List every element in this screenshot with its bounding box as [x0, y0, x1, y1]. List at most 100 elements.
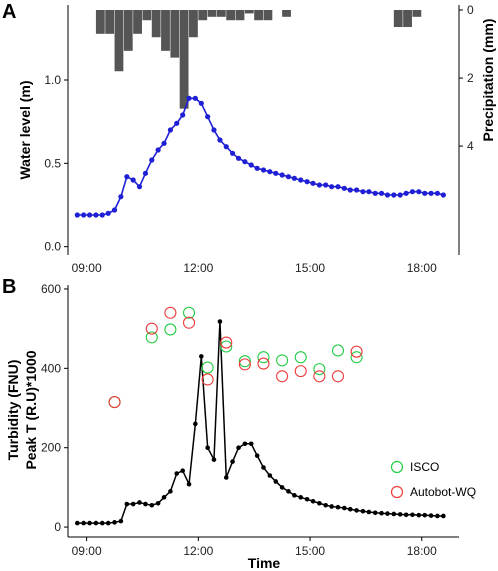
turbidity-point	[310, 498, 316, 504]
water-level-point	[273, 170, 279, 176]
water-level-point	[99, 212, 105, 218]
isco-point	[350, 351, 363, 364]
water-level-point	[86, 212, 93, 218]
x-tick-label: 09:00	[72, 261, 102, 275]
turbidity-series	[75, 319, 446, 526]
turbidity-point	[143, 501, 148, 507]
water-level-point	[118, 194, 124, 200]
turbidity-point	[279, 485, 285, 490]
water-level-point	[279, 172, 285, 178]
turbidity-point	[422, 512, 428, 518]
water-level-point	[323, 182, 329, 188]
turbidity-point	[292, 493, 297, 498]
water-level-series	[74, 95, 446, 218]
autobot-point	[201, 373, 214, 386]
x-tick-label: 12:00	[183, 261, 213, 275]
legend-marker	[390, 485, 404, 499]
turbidity-point	[335, 504, 341, 510]
x-tick-label: 18:00	[407, 544, 437, 558]
turbidity-point	[87, 520, 92, 526]
water-level-point	[167, 127, 174, 133]
precip-bar	[95, 10, 105, 34]
precip-bar	[161, 10, 170, 51]
water-level-point	[397, 192, 403, 198]
water-level-point	[111, 207, 118, 213]
legend-label: Autobot-WQ	[410, 485, 476, 499]
y-tick-label: 200	[41, 441, 61, 455]
isco-point	[294, 351, 307, 364]
precip-bar	[170, 10, 180, 58]
turbidity-point	[105, 520, 111, 526]
turbidity-point	[118, 518, 124, 524]
panel-b-y-axis-title: Turbidity (FNU)	[5, 360, 21, 461]
water-level-point	[155, 147, 161, 153]
water-level-point	[161, 140, 167, 146]
water-level-point	[205, 114, 211, 120]
water-level-point	[440, 192, 446, 198]
water-level-point	[372, 190, 378, 196]
isco-point	[201, 361, 214, 374]
isco-point	[313, 363, 326, 376]
turbidity-point	[410, 512, 415, 518]
x-tick-label: 12:00	[183, 544, 213, 558]
turbidity-point	[230, 459, 235, 464]
turbidity-point	[366, 509, 372, 515]
precip-bar	[412, 10, 422, 17]
turbidity-point	[112, 520, 117, 525]
water-level-point	[267, 169, 273, 175]
water-level-point	[93, 212, 99, 218]
autobot-point	[276, 370, 289, 383]
turbidity-point	[186, 481, 192, 487]
turbidity-point	[242, 441, 248, 447]
turbidity-point	[428, 513, 434, 518]
turbidity-point	[205, 445, 210, 451]
y2-tick-label: 0	[467, 3, 474, 17]
turbidity-point	[254, 453, 260, 458]
panel-a-chart: 0.0 0.5 1.0 0 2 4 09:00 12:00 15:00 18:00 Water…	[17, 3, 496, 275]
turbidity-point	[236, 445, 241, 451]
water-level-point	[360, 189, 366, 195]
water-level-point	[192, 95, 198, 101]
turbidity-point	[354, 508, 359, 513]
y2-tick-label: 2	[467, 71, 474, 85]
autobot-point	[108, 396, 121, 409]
autobot-point	[145, 322, 158, 335]
turbidity-point	[93, 520, 99, 526]
turbidity-point	[347, 506, 353, 512]
turbidity-point	[81, 520, 86, 526]
water-level-point	[335, 184, 341, 190]
turbidity-point	[124, 501, 130, 507]
turbidity-point	[211, 457, 217, 462]
water-level-point	[81, 212, 87, 218]
water-level-point	[242, 159, 248, 165]
isco-point	[145, 331, 158, 344]
turbidity-point	[317, 500, 322, 506]
turbidity-point	[174, 471, 180, 476]
water-level-point	[298, 177, 304, 183]
turbidity-point	[155, 500, 161, 506]
autobot-point	[164, 306, 177, 319]
water-level-point	[142, 170, 149, 176]
water-level-point	[416, 189, 422, 195]
panel-a-y2-ticks: 0 2 4	[459, 3, 474, 153]
water-level-point	[105, 210, 111, 216]
turbidity-point	[403, 512, 409, 518]
turbidity-point	[267, 473, 273, 478]
precip-bar	[403, 10, 412, 28]
water-level-point	[174, 120, 180, 126]
water-level-point	[180, 112, 186, 118]
water-level-point	[310, 180, 316, 186]
autobot-point	[313, 370, 326, 383]
legend-marker	[390, 460, 404, 474]
water-level-point	[211, 127, 217, 133]
isco-point	[182, 306, 196, 319]
precip-bar	[244, 10, 254, 14]
water-level-point	[235, 155, 242, 161]
water-level-point	[285, 174, 292, 180]
water-level-point	[254, 165, 260, 171]
turbidity-point	[149, 502, 155, 508]
isco-point	[257, 351, 270, 364]
legend-label: ISCO	[410, 460, 439, 474]
panel-b-y-axis-title-2: Peak T (R.U)*1000	[23, 350, 39, 469]
turbidity-point	[137, 500, 142, 505]
